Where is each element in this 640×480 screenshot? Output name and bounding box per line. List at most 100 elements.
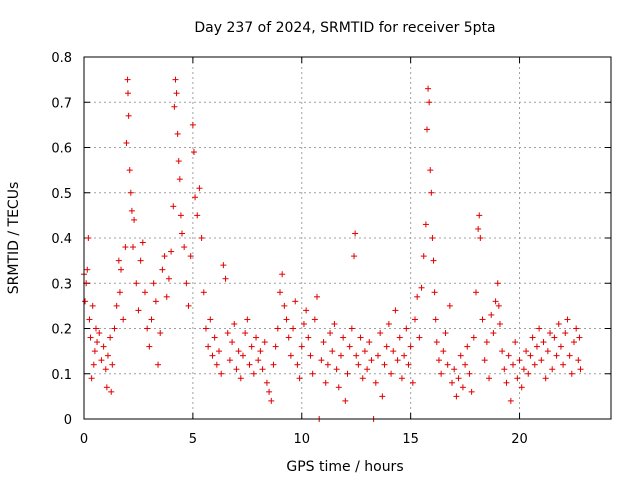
data-point — [346, 343, 353, 350]
data-point — [287, 352, 294, 359]
data-point — [233, 366, 240, 373]
data-point — [488, 311, 495, 318]
data-point — [276, 289, 283, 296]
data-point — [420, 253, 427, 260]
x-axis-label: GPS time / hours — [286, 459, 403, 475]
data-point — [433, 339, 440, 346]
data-point — [126, 167, 133, 174]
data-point — [426, 99, 433, 106]
y-tick-label: 0.5 — [51, 187, 72, 202]
data-point — [483, 339, 490, 346]
data-point — [549, 366, 556, 373]
data-point — [122, 244, 129, 251]
data-point — [174, 130, 181, 137]
data-point — [279, 271, 286, 278]
y-tick-label: 0.6 — [51, 142, 72, 157]
data-point — [261, 339, 268, 346]
data-point — [414, 293, 421, 300]
data-point — [171, 103, 178, 110]
data-point — [374, 352, 381, 359]
data-point — [568, 370, 575, 377]
data-point — [159, 266, 166, 273]
data-point — [401, 352, 408, 359]
data-point — [150, 280, 157, 287]
data-point — [560, 361, 567, 368]
data-point — [551, 334, 558, 341]
data-point — [87, 334, 94, 341]
data-point — [263, 379, 270, 386]
data-point — [357, 334, 364, 341]
data-point — [355, 361, 362, 368]
data-point — [494, 280, 501, 287]
data-point — [222, 275, 229, 282]
data-point — [540, 339, 547, 346]
data-point — [165, 275, 172, 282]
data-point — [259, 366, 266, 373]
data-point — [322, 379, 329, 386]
data-point — [425, 85, 432, 92]
data-point — [183, 280, 190, 287]
y-tick-label: 0.3 — [51, 277, 72, 292]
data-point — [270, 361, 277, 368]
data-point — [427, 167, 434, 174]
data-point — [211, 334, 218, 341]
data-point — [431, 289, 438, 296]
data-point — [385, 320, 392, 327]
data-point — [226, 357, 233, 364]
data-point — [85, 235, 92, 241]
data-point — [115, 257, 122, 264]
data-point — [84, 266, 91, 273]
data-point — [462, 361, 469, 368]
data-point — [327, 330, 334, 337]
x-tick-label: 10 — [293, 432, 310, 447]
data-point — [573, 325, 580, 332]
data-point — [207, 316, 214, 323]
data-point — [189, 121, 196, 128]
chart-title: Day 237 of 2024, SRMTID for receiver 5pt… — [194, 20, 495, 36]
data-point — [311, 316, 318, 323]
data-point — [398, 375, 405, 382]
data-point — [205, 343, 212, 350]
data-point — [501, 366, 508, 373]
data-point — [507, 397, 514, 404]
data-point — [523, 348, 530, 355]
data-point — [198, 235, 205, 241]
data-point — [239, 352, 246, 359]
data-point — [94, 339, 101, 346]
data-point — [577, 366, 584, 373]
data-point — [129, 244, 136, 251]
data-point — [98, 357, 105, 364]
data-point — [476, 212, 483, 219]
data-point — [190, 149, 197, 156]
data-point — [576, 334, 583, 341]
data-point — [575, 357, 582, 364]
data-point — [366, 339, 373, 346]
data-point — [104, 352, 111, 359]
data-point — [481, 357, 488, 364]
data-point — [531, 361, 538, 368]
data-point — [109, 361, 116, 368]
data-point — [331, 320, 338, 327]
data-point — [86, 316, 93, 323]
data-point — [187, 253, 194, 260]
data-point — [440, 348, 447, 355]
data-point — [290, 325, 297, 332]
data-point — [475, 225, 482, 232]
data-point — [111, 325, 118, 332]
data-point — [309, 370, 316, 377]
data-point — [118, 266, 125, 273]
data-point — [444, 361, 451, 368]
y-tick-label: 0 — [64, 413, 72, 428]
data-point — [298, 343, 305, 350]
data-point — [155, 361, 162, 368]
data-point — [120, 316, 127, 323]
data-point — [128, 207, 135, 214]
data-point — [100, 343, 107, 350]
data-point — [218, 370, 225, 377]
data-point — [361, 348, 368, 355]
data-point — [449, 379, 456, 386]
data-point — [529, 334, 536, 341]
data-point — [446, 302, 453, 309]
data-point — [113, 302, 120, 309]
data-point — [281, 302, 288, 309]
